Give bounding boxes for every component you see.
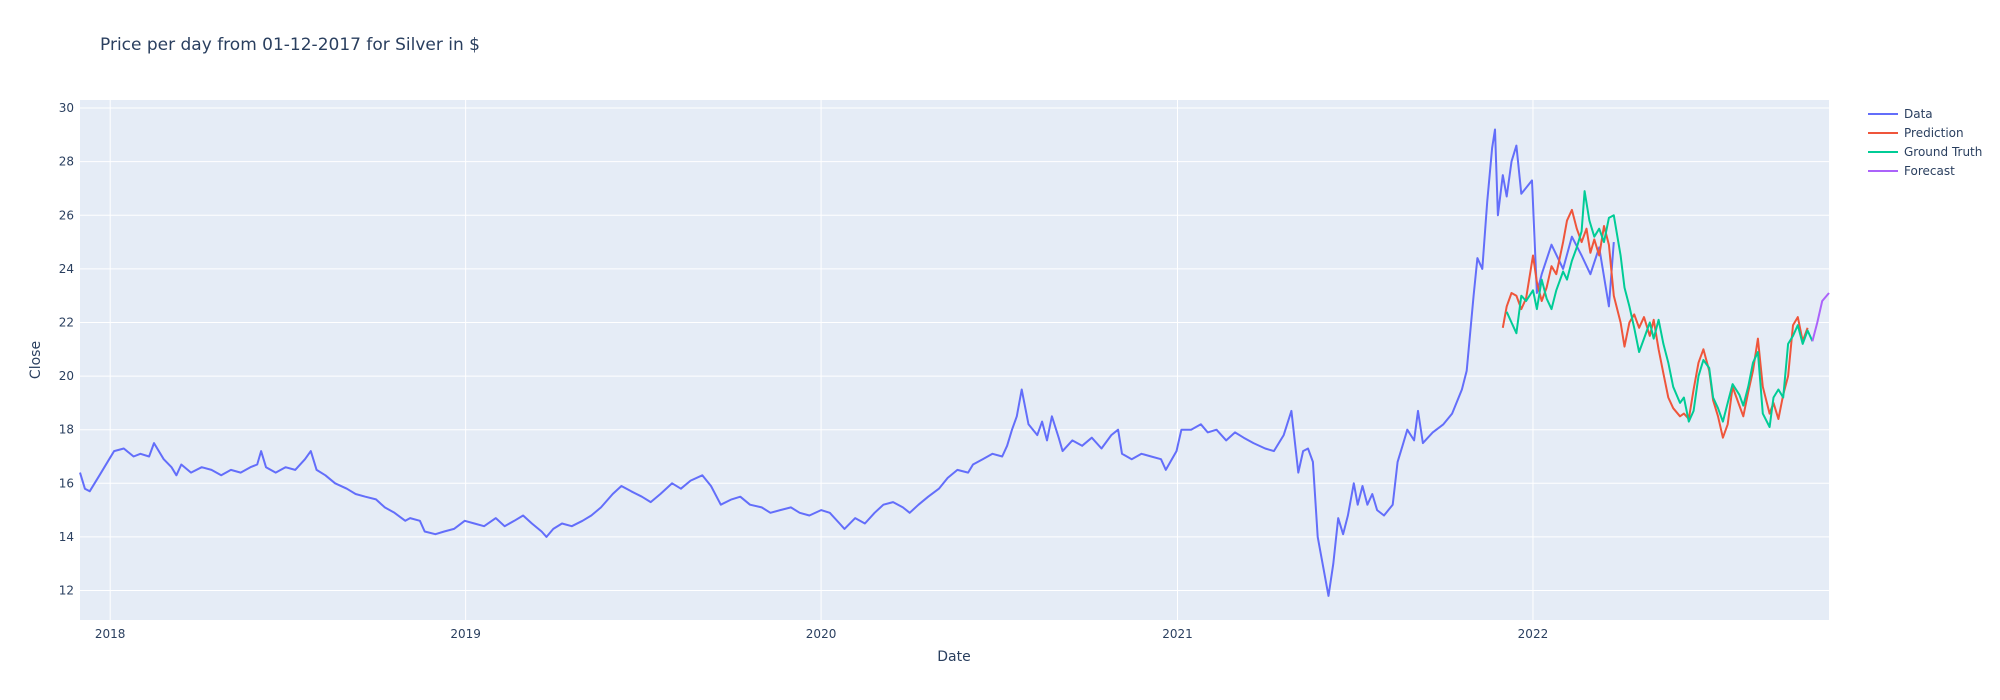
legend-item[interactable]: Data <box>1868 107 1933 121</box>
series-line-prediction <box>1501 208 1809 439</box>
y-tick-label: 28 <box>59 155 74 169</box>
y-tick-label: 20 <box>59 369 74 383</box>
x-tick-label: 2018 <box>95 627 126 641</box>
y-tick-label: 16 <box>59 476 74 490</box>
plot-area <box>80 100 1829 620</box>
legend-label: Ground Truth <box>1904 145 1982 159</box>
y-tick-label: 18 <box>59 423 74 437</box>
x-tick-label: 2019 <box>450 627 481 641</box>
x-gridlines <box>109 100 1534 620</box>
legend-label: Prediction <box>1904 126 1964 140</box>
x-tick-label: 2022 <box>1518 627 1549 641</box>
series-layer <box>79 128 1830 597</box>
y-tick-label: 12 <box>59 584 74 598</box>
x-axis-title: Date <box>937 649 970 665</box>
legend-label: Forecast <box>1904 164 1955 178</box>
x-tick-label: 2020 <box>806 627 837 641</box>
y-tick-label: 30 <box>59 101 74 115</box>
y-axis-ticks: 12 14 16 18 20 22 24 26 28 30 <box>59 101 74 597</box>
legend-item[interactable]: Prediction <box>1868 126 1964 140</box>
x-tick-label: 2021 <box>1162 627 1193 641</box>
x-axis-ticks: 2018 2019 2020 2021 2022 <box>95 627 1548 641</box>
y-tick-label: 14 <box>59 530 74 544</box>
y-gridlines <box>80 107 1829 592</box>
series-line-ground-truth <box>1505 190 1814 428</box>
legend: Data Prediction Ground Truth Forecast <box>1868 107 1982 178</box>
y-tick-label: 26 <box>59 208 74 222</box>
series-line-data <box>79 128 1615 597</box>
legend-label: Data <box>1904 107 1933 121</box>
series-line-forecast <box>1811 292 1830 342</box>
chart-title: Price per day from 01-12-2017 for Silver… <box>100 35 480 55</box>
legend-item[interactable]: Ground Truth <box>1868 145 1982 159</box>
legend-item[interactable]: Forecast <box>1868 164 1955 178</box>
y-tick-label: 24 <box>59 262 74 276</box>
y-tick-label: 22 <box>59 315 74 329</box>
y-axis-title: Close <box>28 341 44 379</box>
